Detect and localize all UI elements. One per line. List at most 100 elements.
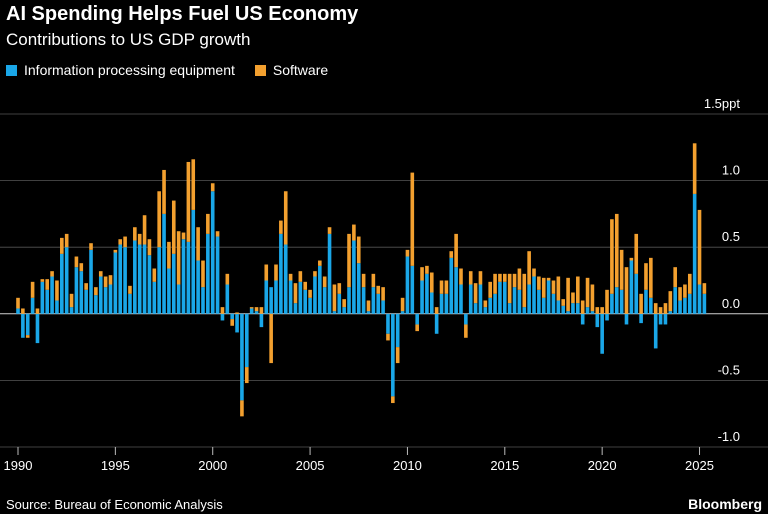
bar-equipment [215, 236, 220, 314]
bar-software [619, 249, 624, 290]
bar-equipment [283, 244, 288, 314]
bar-software [55, 280, 59, 301]
bar-equipment [181, 239, 186, 314]
bar-software [337, 283, 342, 294]
bar-software [181, 232, 186, 240]
bar-software [527, 251, 531, 285]
bar-software [64, 233, 69, 248]
bar-equipment [230, 313, 234, 320]
bloomberg-logo: Bloomberg [688, 496, 762, 512]
bar-software [264, 264, 269, 281]
bar-equipment [244, 313, 249, 368]
bar-software [332, 284, 337, 312]
bar-equipment [186, 241, 191, 314]
bar-equipment [429, 292, 434, 314]
bar-equipment [259, 313, 264, 328]
x-tick-label: 1995 [101, 458, 130, 473]
bar-software [254, 307, 259, 312]
bar-software [45, 279, 50, 290]
bar-equipment [702, 293, 707, 314]
bar-equipment [585, 307, 590, 314]
bar-software [420, 267, 424, 281]
bar-software [459, 268, 463, 285]
bar-software [483, 300, 488, 308]
bar-software [308, 289, 312, 298]
bar-software [425, 265, 429, 274]
bar-software [118, 239, 123, 245]
bar-equipment [69, 307, 74, 314]
bar-equipment [269, 287, 273, 314]
bar-software [517, 268, 522, 290]
bar-equipment [123, 247, 127, 314]
bar-software [60, 237, 64, 254]
bar-software [191, 159, 196, 210]
bar-software [128, 285, 132, 294]
bar-equipment [176, 284, 181, 314]
bar-equipment [94, 295, 98, 314]
bar-software [571, 292, 575, 304]
bar-software [186, 161, 191, 242]
bar-equipment [25, 313, 30, 336]
bar-software [74, 256, 79, 268]
bar-equipment [152, 281, 157, 314]
source-note: Source: Bureau of Economic Analysis [6, 497, 223, 512]
bar-equipment [74, 267, 79, 314]
x-tick-label: 2010 [393, 458, 422, 473]
bar-equipment [434, 313, 439, 334]
bar-equipment [347, 287, 351, 314]
bar-equipment [541, 297, 546, 314]
bar-equipment [512, 287, 517, 314]
bar-software [108, 275, 113, 285]
bar-software [162, 169, 166, 214]
bar-equipment [464, 313, 468, 325]
bar-equipment [128, 293, 132, 314]
bar-equipment [629, 260, 634, 314]
bar-equipment [678, 300, 682, 314]
bar-software [225, 273, 230, 285]
bar-equipment [649, 297, 653, 314]
bar-equipment [371, 287, 376, 314]
bar-software [69, 293, 74, 308]
legend-swatch-equipment [6, 64, 17, 76]
bar-software [405, 249, 410, 257]
bar-equipment [162, 213, 166, 314]
bar-software [678, 287, 682, 301]
bar-software [171, 200, 176, 254]
bar-equipment [167, 268, 171, 314]
bar-software [692, 143, 697, 194]
bar-software [50, 271, 54, 277]
bar-software [488, 281, 492, 298]
bar-software [546, 277, 551, 281]
bar-equipment [206, 233, 210, 314]
bar-software [283, 191, 288, 245]
bar-equipment [157, 247, 161, 314]
bar-equipment [420, 280, 424, 314]
bar-equipment [459, 284, 463, 314]
bar-equipment [551, 293, 556, 314]
y-tick-label: 0.0 [722, 296, 740, 311]
bar-software [40, 279, 45, 282]
bar-equipment [483, 307, 488, 314]
bar-equipment [493, 293, 497, 314]
bar-software [157, 191, 161, 248]
bar-equipment [171, 253, 176, 314]
bar-equipment [356, 263, 361, 314]
bar-software [400, 297, 405, 312]
bar-equipment [395, 313, 400, 348]
bar-software [123, 236, 127, 248]
bar-equipment [113, 252, 118, 314]
chart-title: AI Spending Helps Fuel US Economy [6, 3, 359, 25]
bar-equipment [327, 233, 332, 314]
bar-software [629, 257, 634, 261]
bar-software [327, 227, 332, 234]
bar-equipment [274, 280, 278, 314]
bar-software [624, 267, 629, 314]
bar-software [541, 277, 546, 298]
bar-equipment [619, 289, 624, 314]
bar-software [371, 273, 376, 288]
bar-equipment [507, 303, 512, 314]
bar-software [376, 285, 381, 294]
bar-software [318, 260, 322, 266]
bar-equipment [537, 289, 541, 314]
